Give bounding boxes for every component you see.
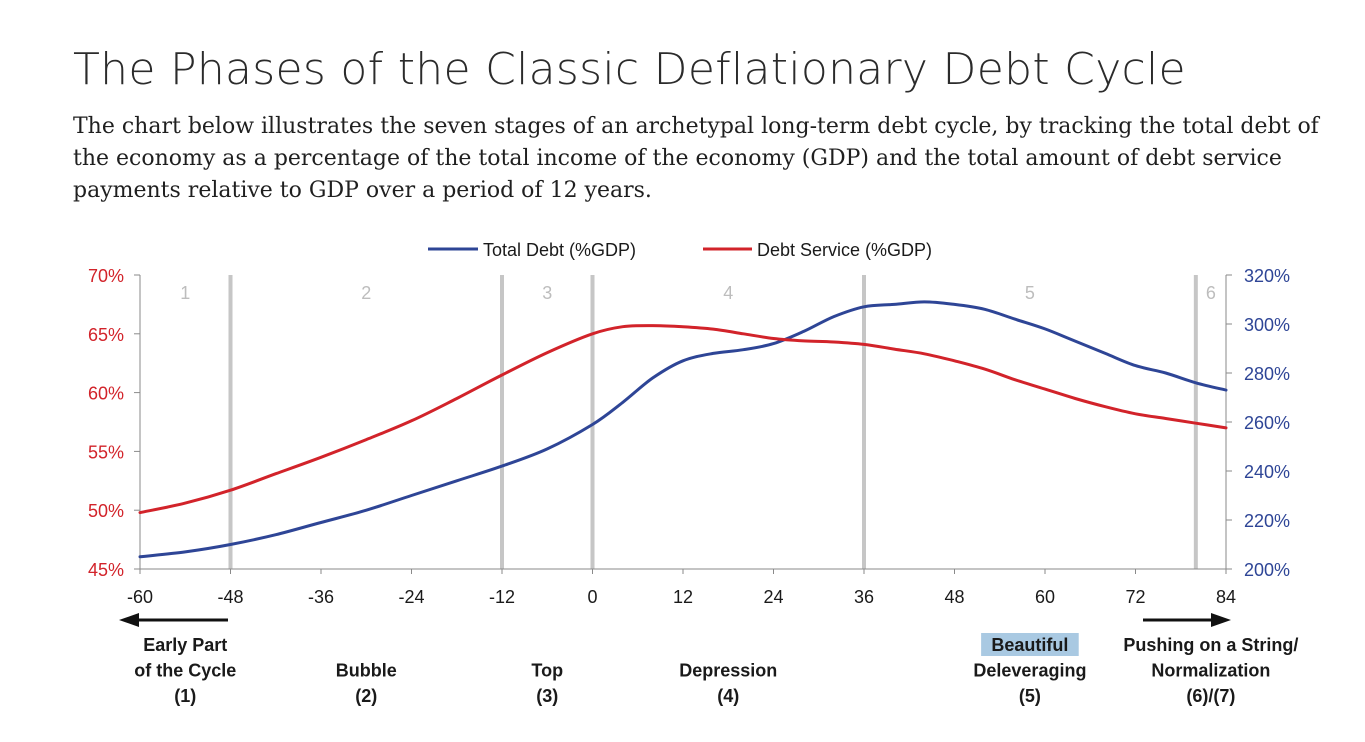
x-tick-label: -48 (217, 587, 243, 607)
phase-label-line: (3) (536, 686, 558, 706)
phase-dividers (228, 275, 1198, 569)
x-tick-label: 48 (944, 587, 964, 607)
y-right-tick-label: 280% (1244, 364, 1290, 384)
x-tick-label: 72 (1125, 587, 1145, 607)
x-tick-label: -12 (489, 587, 515, 607)
x-tick-label: -24 (398, 587, 424, 607)
legend-label-debt-service: Debt Service (%GDP) (757, 240, 932, 260)
phase-label-line: Beautiful (991, 635, 1068, 655)
x-tick-label: -60 (127, 587, 153, 607)
y-left-tick-label: 50% (88, 501, 124, 521)
phase-label-line: Bubble (336, 661, 397, 681)
chart-description: The chart below illustrates the seven st… (73, 114, 1319, 203)
y-left-tick-label: 65% (88, 325, 124, 345)
phase-label-line: (1) (174, 686, 196, 706)
phase-label-line: (5) (1019, 686, 1041, 706)
y-left-tick-label: 45% (88, 560, 124, 580)
x-tick-label: 24 (763, 587, 783, 607)
phase-label-line: Top (531, 661, 563, 681)
phase-label-line: Normalization (1151, 661, 1270, 681)
phase-numbers: 1 2 3 4 5 6 (180, 283, 1216, 303)
y-right-tick-label: 260% (1244, 413, 1290, 433)
direction-arrows (119, 613, 1231, 627)
legend: Total Debt (%GDP) Debt Service (%GDP) (428, 240, 932, 260)
series-lines (138, 300, 1228, 559)
phase-label-line: (2) (355, 686, 377, 706)
y-right-tick-label: 320% (1244, 266, 1290, 286)
phase-number: 1 (180, 283, 190, 303)
phase-label-line: Early Part (143, 635, 227, 655)
phase-number: 6 (1206, 283, 1216, 303)
phase-label-line: (4) (717, 686, 739, 706)
chart-title: The Phases of the Classic Deflationary D… (73, 44, 1186, 95)
axes: 70%65%60%55%50%45%320%300%280%260%240%22… (88, 266, 1290, 607)
y-left-tick-label: 70% (88, 266, 124, 286)
right-arrow-head (1211, 613, 1231, 627)
x-tick-label: 84 (1216, 587, 1236, 607)
phase-number: 2 (361, 283, 371, 303)
y-left-tick-label: 55% (88, 442, 124, 462)
label-highlight (981, 633, 1079, 656)
phase-number: 5 (1025, 283, 1035, 303)
y-right-tick-label: 240% (1244, 462, 1290, 482)
phase-label-line: Deleveraging (973, 661, 1086, 681)
phase-number: 4 (723, 283, 733, 303)
y-right-tick-label: 200% (1244, 560, 1290, 580)
phase-label-line: Depression (679, 661, 777, 681)
phase-label-line: of the Cycle (134, 661, 236, 681)
x-tick-label: 36 (854, 587, 874, 607)
phase-label-line: Pushing on a String/ (1123, 635, 1298, 655)
legend-label-total-debt: Total Debt (%GDP) (483, 240, 636, 260)
series-line-debt-service (138, 324, 1228, 515)
y-right-tick-label: 300% (1244, 315, 1290, 335)
x-tick-label: 12 (673, 587, 693, 607)
x-tick-label: 0 (587, 587, 597, 607)
y-right-tick-label: 220% (1244, 511, 1290, 531)
phase-number: 3 (542, 283, 552, 303)
x-tick-label: 60 (1035, 587, 1055, 607)
phase-label-line: (6)/(7) (1186, 686, 1235, 706)
y-left-tick-label: 60% (88, 384, 124, 404)
left-arrow-head (119, 613, 139, 627)
series-line-total-debt (138, 300, 1228, 559)
x-tick-label: -36 (308, 587, 334, 607)
phase-labels: Early Part of the Cycle (1) Bubble (2) Top (3)… (134, 633, 1298, 706)
